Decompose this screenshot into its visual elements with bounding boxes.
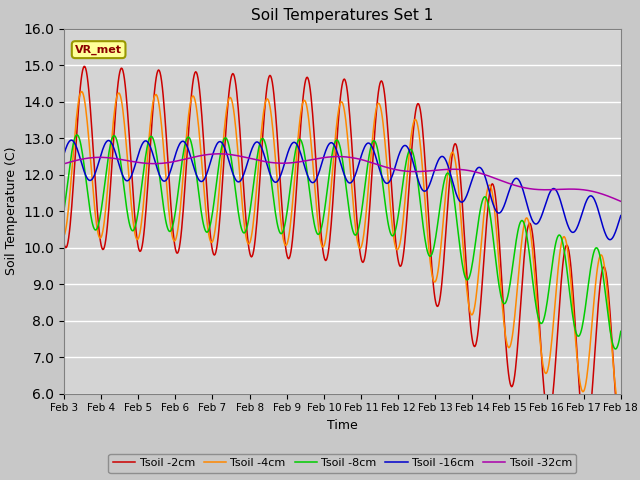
Tsoil -32cm bbox=[428, 168, 435, 174]
Tsoil -4cm bbox=[214, 199, 222, 205]
Tsoil -4cm bbox=[617, 407, 625, 412]
Tsoil -2cm bbox=[60, 240, 68, 246]
Line: Tsoil -4cm: Tsoil -4cm bbox=[64, 92, 621, 410]
X-axis label: Time: Time bbox=[327, 419, 358, 432]
Tsoil -16cm bbox=[68, 137, 76, 143]
Tsoil -8cm bbox=[60, 207, 68, 213]
Tsoil -32cm bbox=[215, 151, 223, 156]
Tsoil -8cm bbox=[74, 132, 81, 138]
Tsoil -8cm bbox=[612, 346, 620, 352]
Tsoil -2cm bbox=[185, 127, 193, 132]
Tsoil -2cm bbox=[214, 234, 222, 240]
Tsoil -8cm bbox=[214, 167, 222, 173]
Tsoil -2cm bbox=[617, 452, 625, 458]
Tsoil -8cm bbox=[411, 158, 419, 164]
Line: Tsoil -2cm: Tsoil -2cm bbox=[64, 66, 621, 455]
Line: Tsoil -32cm: Tsoil -32cm bbox=[64, 154, 621, 201]
Tsoil -16cm bbox=[411, 166, 419, 171]
Tsoil -8cm bbox=[617, 328, 625, 334]
Tsoil -32cm bbox=[617, 198, 625, 204]
Text: VR_met: VR_met bbox=[75, 45, 122, 55]
Tsoil -4cm bbox=[428, 266, 435, 272]
Tsoil -8cm bbox=[70, 138, 78, 144]
Tsoil -16cm bbox=[617, 213, 625, 218]
Tsoil -8cm bbox=[428, 253, 435, 259]
Tsoil -16cm bbox=[606, 237, 614, 242]
Tsoil -32cm bbox=[411, 168, 419, 174]
Tsoil -32cm bbox=[214, 151, 221, 156]
Tsoil -4cm bbox=[185, 111, 193, 117]
Tsoil -2cm bbox=[411, 114, 419, 120]
Tsoil -4cm bbox=[128, 210, 136, 216]
Tsoil -16cm bbox=[128, 171, 136, 177]
Line: Tsoil -16cm: Tsoil -16cm bbox=[64, 140, 621, 240]
Tsoil -16cm bbox=[214, 140, 222, 145]
Tsoil -32cm bbox=[184, 156, 192, 161]
Tsoil -16cm bbox=[71, 141, 79, 146]
Tsoil -32cm bbox=[60, 161, 68, 167]
Tsoil -2cm bbox=[128, 177, 136, 183]
Tsoil -4cm bbox=[411, 117, 419, 122]
Title: Soil Temperatures Set 1: Soil Temperatures Set 1 bbox=[252, 9, 433, 24]
Tsoil -16cm bbox=[185, 147, 193, 153]
Tsoil -8cm bbox=[185, 134, 193, 140]
Tsoil -4cm bbox=[60, 233, 68, 239]
Tsoil -32cm bbox=[70, 158, 78, 164]
Tsoil -32cm bbox=[127, 158, 135, 164]
Legend: Tsoil -2cm, Tsoil -4cm, Tsoil -8cm, Tsoil -16cm, Tsoil -32cm: Tsoil -2cm, Tsoil -4cm, Tsoil -8cm, Tsoi… bbox=[108, 454, 577, 473]
Tsoil -16cm bbox=[60, 151, 68, 157]
Y-axis label: Soil Temperature (C): Soil Temperature (C) bbox=[5, 147, 18, 276]
Tsoil -2cm bbox=[70, 170, 78, 176]
Tsoil -4cm bbox=[78, 89, 86, 95]
Tsoil -4cm bbox=[616, 407, 624, 413]
Tsoil -2cm bbox=[80, 63, 88, 69]
Tsoil -8cm bbox=[128, 228, 136, 233]
Tsoil -16cm bbox=[428, 178, 435, 183]
Line: Tsoil -8cm: Tsoil -8cm bbox=[64, 135, 621, 349]
Tsoil -2cm bbox=[428, 254, 435, 260]
Tsoil -4cm bbox=[70, 141, 78, 146]
